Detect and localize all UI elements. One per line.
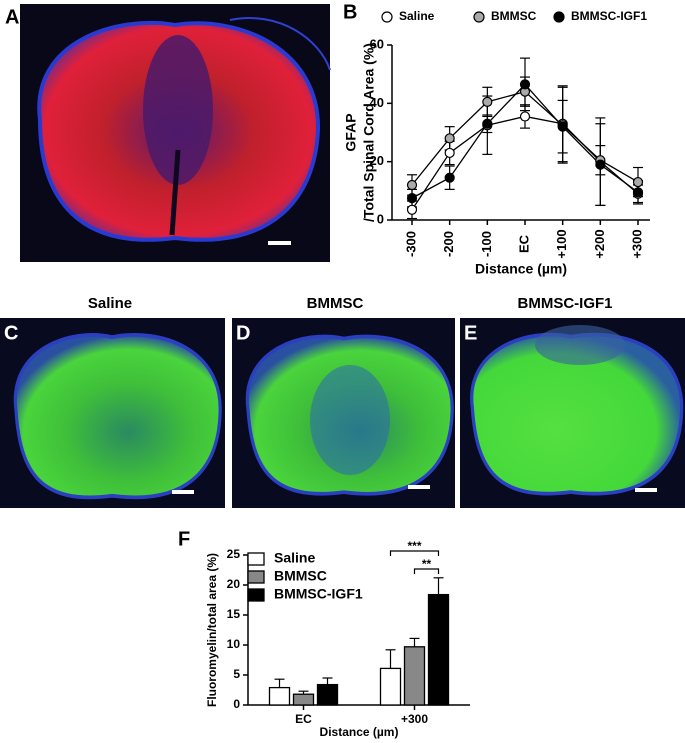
y-axis-label: GFAP bbox=[343, 113, 359, 151]
bar bbox=[268, 686, 291, 706]
significance-label: ** bbox=[422, 557, 432, 571]
bar bbox=[427, 593, 450, 706]
x-tick-label: EC bbox=[295, 712, 312, 726]
legend-label: BMMSC bbox=[491, 9, 537, 23]
x-tick-label: +300 bbox=[629, 229, 644, 258]
marker bbox=[519, 111, 531, 122]
bar bbox=[403, 646, 426, 706]
legend-label: BMMSC-IGF1 bbox=[274, 586, 363, 602]
image-caption: BMMSC bbox=[307, 295, 364, 312]
marker bbox=[519, 79, 531, 90]
panel-label: D bbox=[236, 322, 250, 344]
legend-swatch bbox=[247, 588, 265, 602]
marker bbox=[595, 159, 606, 170]
marker bbox=[632, 187, 644, 198]
micrograph-c bbox=[0, 318, 225, 508]
y-tick-label: 0 bbox=[233, 697, 240, 711]
legend-label: Saline bbox=[399, 9, 435, 23]
panel-label: A bbox=[5, 6, 19, 28]
marker bbox=[557, 121, 568, 132]
y-tick-label: 10 bbox=[227, 637, 241, 651]
x-tick-label: -300 bbox=[403, 231, 418, 257]
panel-label: E bbox=[464, 322, 477, 344]
panel-label: B bbox=[343, 1, 357, 23]
micrograph-a bbox=[20, 4, 331, 262]
y-tick-label: 5 bbox=[233, 667, 240, 681]
marker bbox=[406, 204, 418, 215]
marker bbox=[444, 133, 455, 144]
bar bbox=[379, 667, 402, 706]
significance-bracket bbox=[389, 550, 440, 556]
legend-label: Saline bbox=[274, 550, 315, 566]
micrograph-d bbox=[232, 318, 455, 508]
x-axis-label: Distance (µm) bbox=[475, 261, 567, 277]
x-tick-label: +200 bbox=[592, 229, 607, 258]
x-tick-label: -100 bbox=[479, 231, 494, 257]
y-tick-label: 25 bbox=[227, 547, 241, 561]
micrograph-e bbox=[460, 318, 685, 508]
y-tick-label: 15 bbox=[227, 607, 241, 621]
legend-marker bbox=[381, 11, 393, 23]
marker bbox=[444, 147, 455, 159]
y-tick-label: 0 bbox=[377, 211, 384, 226]
bar bbox=[292, 693, 315, 706]
y-tick-label: 20 bbox=[227, 577, 241, 591]
marker bbox=[482, 118, 493, 129]
legend-label: BMMSC bbox=[274, 568, 327, 584]
marker bbox=[632, 176, 644, 188]
x-tick-label: +100 bbox=[554, 229, 569, 258]
x-tick-label: EC bbox=[516, 234, 531, 253]
image-caption: BMMSC-IGF1 bbox=[518, 295, 613, 312]
marker bbox=[406, 179, 418, 191]
y-axis-label: /Total Spinal Cord Area (%) bbox=[361, 43, 377, 222]
y-tick-label: 40 bbox=[370, 95, 384, 110]
image-caption: Saline bbox=[88, 295, 132, 312]
x-tick-label: -200 bbox=[441, 231, 456, 257]
legend-swatch bbox=[247, 570, 265, 584]
marker bbox=[444, 172, 455, 183]
significance-label: *** bbox=[407, 539, 421, 553]
significance-bracket bbox=[413, 568, 440, 574]
legend-swatch bbox=[247, 552, 265, 566]
x-axis-label: Distance (µm) bbox=[320, 725, 399, 739]
y-axis-label: Fluoromyelin/total area (%) bbox=[205, 553, 219, 707]
panel-label: F bbox=[178, 528, 190, 550]
y-tick-label: 60 bbox=[370, 36, 384, 51]
bar bbox=[316, 683, 339, 706]
legend-label: BMMSC-IGF1 bbox=[571, 9, 647, 23]
legend-marker bbox=[473, 11, 485, 23]
y-tick-label: 20 bbox=[370, 153, 384, 168]
marker bbox=[406, 193, 418, 204]
panel-label: C bbox=[4, 322, 18, 344]
marker bbox=[482, 96, 493, 107]
x-tick-label: +300 bbox=[401, 712, 428, 726]
legend-marker bbox=[553, 11, 565, 23]
